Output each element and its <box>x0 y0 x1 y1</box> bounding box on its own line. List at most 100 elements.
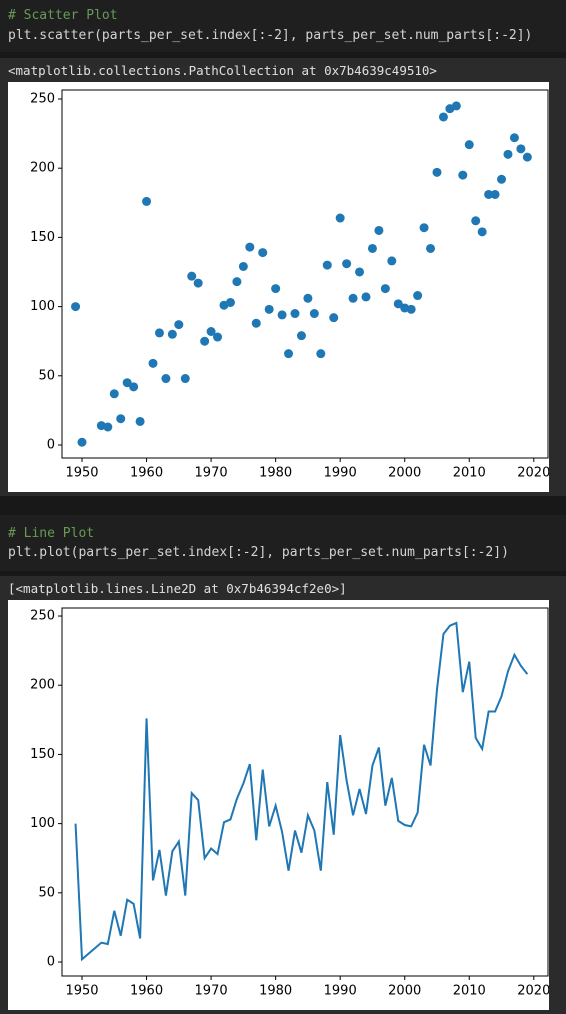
x-tick-label: 1950 <box>65 466 98 481</box>
point <box>355 267 365 277</box>
y-tick-label: 0 <box>47 437 55 452</box>
point <box>322 260 332 270</box>
point <box>490 189 500 199</box>
point <box>438 112 448 122</box>
output-text: <matplotlib.collections.PathCollection a… <box>8 63 437 78</box>
point <box>264 304 274 314</box>
point <box>284 349 294 359</box>
y-tick-label: 250 <box>30 609 55 624</box>
point <box>296 331 306 341</box>
point <box>393 299 403 309</box>
point <box>200 336 210 346</box>
y-tick-label: 200 <box>30 678 55 693</box>
point <box>329 313 339 323</box>
point <box>251 318 261 328</box>
point <box>509 133 519 143</box>
point <box>161 374 171 384</box>
point <box>148 358 158 368</box>
point <box>277 310 287 320</box>
code-cell[interactable]: # Line Plot plt.plot(parts_per_set.index… <box>0 515 566 571</box>
point <box>374 225 384 235</box>
x-tick-label: 1990 <box>324 984 357 999</box>
point <box>245 242 255 252</box>
point <box>167 329 177 339</box>
point <box>71 302 81 312</box>
x-tick-label: 1980 <box>259 466 292 481</box>
point <box>116 414 126 424</box>
code-line: plt.scatter(parts_per_set.index[:-2], pa… <box>8 28 533 43</box>
y-tick-label: 150 <box>30 747 55 762</box>
point <box>232 277 242 287</box>
x-tick-label: 1950 <box>65 984 98 999</box>
x-tick-label: 2000 <box>388 466 421 481</box>
output-text: [<matplotlib.lines.Line2D at 0x7b46394cf… <box>8 581 347 596</box>
point <box>419 223 429 233</box>
y-tick-label: 50 <box>38 368 55 383</box>
y-tick-label: 100 <box>30 299 55 314</box>
point <box>271 284 281 294</box>
code-comment: # Line Plot <box>8 526 95 541</box>
point <box>187 271 197 281</box>
point <box>432 167 442 177</box>
point <box>225 297 235 307</box>
point <box>451 101 461 111</box>
point <box>309 309 319 319</box>
x-tick-label: 2020 <box>517 984 549 999</box>
chart: 1950 1960 1970 1980 1990 2000 2010 2020 0 50 100 15… <box>8 82 549 492</box>
point <box>335 213 345 223</box>
point <box>193 278 203 288</box>
point <box>174 320 184 330</box>
point <box>503 149 513 159</box>
point <box>367 243 377 253</box>
point <box>122 378 132 388</box>
axes-frame <box>61 89 549 459</box>
point <box>290 309 300 319</box>
point <box>484 189 494 199</box>
point <box>426 243 436 253</box>
y-tick-label: 100 <box>30 816 55 831</box>
x-tick-label: 2010 <box>453 984 486 999</box>
code-comment: # Scatter Plot <box>8 8 118 23</box>
point <box>477 227 487 237</box>
x-tick-label: 2010 <box>453 466 486 481</box>
point <box>77 437 87 447</box>
x-tick-label: 1970 <box>195 984 228 999</box>
x-tick-label: 1970 <box>195 466 228 481</box>
x-tick-label: 2000 <box>388 984 421 999</box>
point <box>342 259 352 269</box>
x-tick-label: 1960 <box>130 984 163 999</box>
point <box>213 332 223 342</box>
point <box>303 293 313 303</box>
point <box>471 216 481 226</box>
y-tick-label: 0 <box>47 955 55 970</box>
point <box>135 416 145 426</box>
point <box>380 284 390 294</box>
point <box>497 174 507 184</box>
point <box>522 152 532 162</box>
chart: 1950 1960 1970 1980 1990 2000 2010 2020 0 50 100 15… <box>8 600 549 1010</box>
point <box>142 196 152 206</box>
point <box>387 256 397 266</box>
point <box>464 140 474 150</box>
code-cell[interactable]: # Scatter Plot plt.scatter(parts_per_set… <box>0 0 566 52</box>
x-tick-label: 2020 <box>517 466 549 481</box>
point <box>516 144 526 154</box>
point <box>206 327 216 337</box>
point <box>316 349 326 359</box>
point <box>129 382 139 392</box>
axes-frame <box>61 607 549 977</box>
point <box>109 389 119 399</box>
point <box>258 248 268 258</box>
code-line: plt.plot(parts_per_set.index[:-2], parts… <box>8 545 509 560</box>
point <box>361 292 371 302</box>
y-tick-label: 250 <box>30 91 55 106</box>
point <box>413 291 423 301</box>
point <box>238 261 248 271</box>
point <box>406 304 416 314</box>
line <box>74 621 529 962</box>
point <box>154 328 164 338</box>
point <box>103 422 113 432</box>
y-tick-label: 50 <box>38 885 55 900</box>
y-tick-label: 150 <box>30 230 55 245</box>
x-tick-label: 1960 <box>130 466 163 481</box>
